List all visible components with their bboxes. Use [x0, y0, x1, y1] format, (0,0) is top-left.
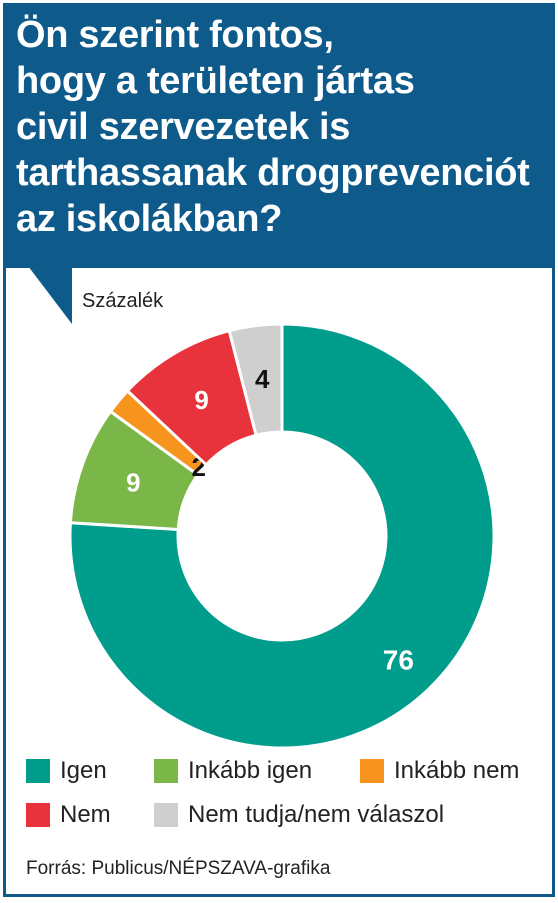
- legend-item-inkabb-nem: Inkább nem: [360, 756, 519, 786]
- legend-swatch: [154, 803, 178, 827]
- legend-item-inkabb-igen: Inkább igen: [154, 756, 312, 786]
- legend-swatch: [26, 803, 50, 827]
- source-note: Forrás: Publicus/NÉPSZAVA-grafika: [26, 858, 331, 879]
- data-label-nem: 9: [194, 385, 208, 415]
- donut-slice-igen: [68, 322, 496, 750]
- title-line: tarthassanak drogprevenciót: [16, 152, 530, 194]
- legend-item-igen: Igen: [26, 756, 107, 786]
- legend-swatch: [154, 759, 178, 783]
- speech-bubble-tail: [28, 266, 72, 324]
- legend-item-nem-tudja: Nem tudja/nem válaszol: [154, 800, 444, 830]
- title-line: Ön szerint fontos,: [16, 14, 334, 56]
- data-label-inkabb-igen: 9: [126, 467, 140, 497]
- donut-slice-nem-tudja: [227, 322, 284, 438]
- chart-title: Ön szerint fontos, hogy a területen járt…: [16, 12, 546, 242]
- legend-label: Igen: [60, 757, 107, 784]
- legend-label: Nem: [60, 801, 111, 828]
- legend-label: Inkább igen: [188, 757, 313, 784]
- infographic-frame: Ön szerint fontos, hogy a területen járt…: [3, 3, 555, 897]
- data-label-igen: 76: [383, 644, 414, 675]
- legend-label: Inkább nem: [394, 757, 520, 784]
- legend-swatch: [26, 759, 50, 783]
- title-line: civil szervezetek is: [16, 106, 351, 148]
- title-line: az iskolákban?: [16, 198, 283, 240]
- unit-label: Százalék: [82, 290, 164, 312]
- legend-swatch: [360, 759, 384, 783]
- title-line: hogy a területen jártas: [16, 60, 415, 102]
- title-banner: Ön szerint fontos, hogy a területen járt…: [6, 6, 552, 268]
- legend-item-nem: Nem: [26, 800, 111, 830]
- data-label-nem-tudja: 4: [255, 364, 270, 394]
- legend-label: Nem tudja/nem válaszol: [188, 801, 445, 828]
